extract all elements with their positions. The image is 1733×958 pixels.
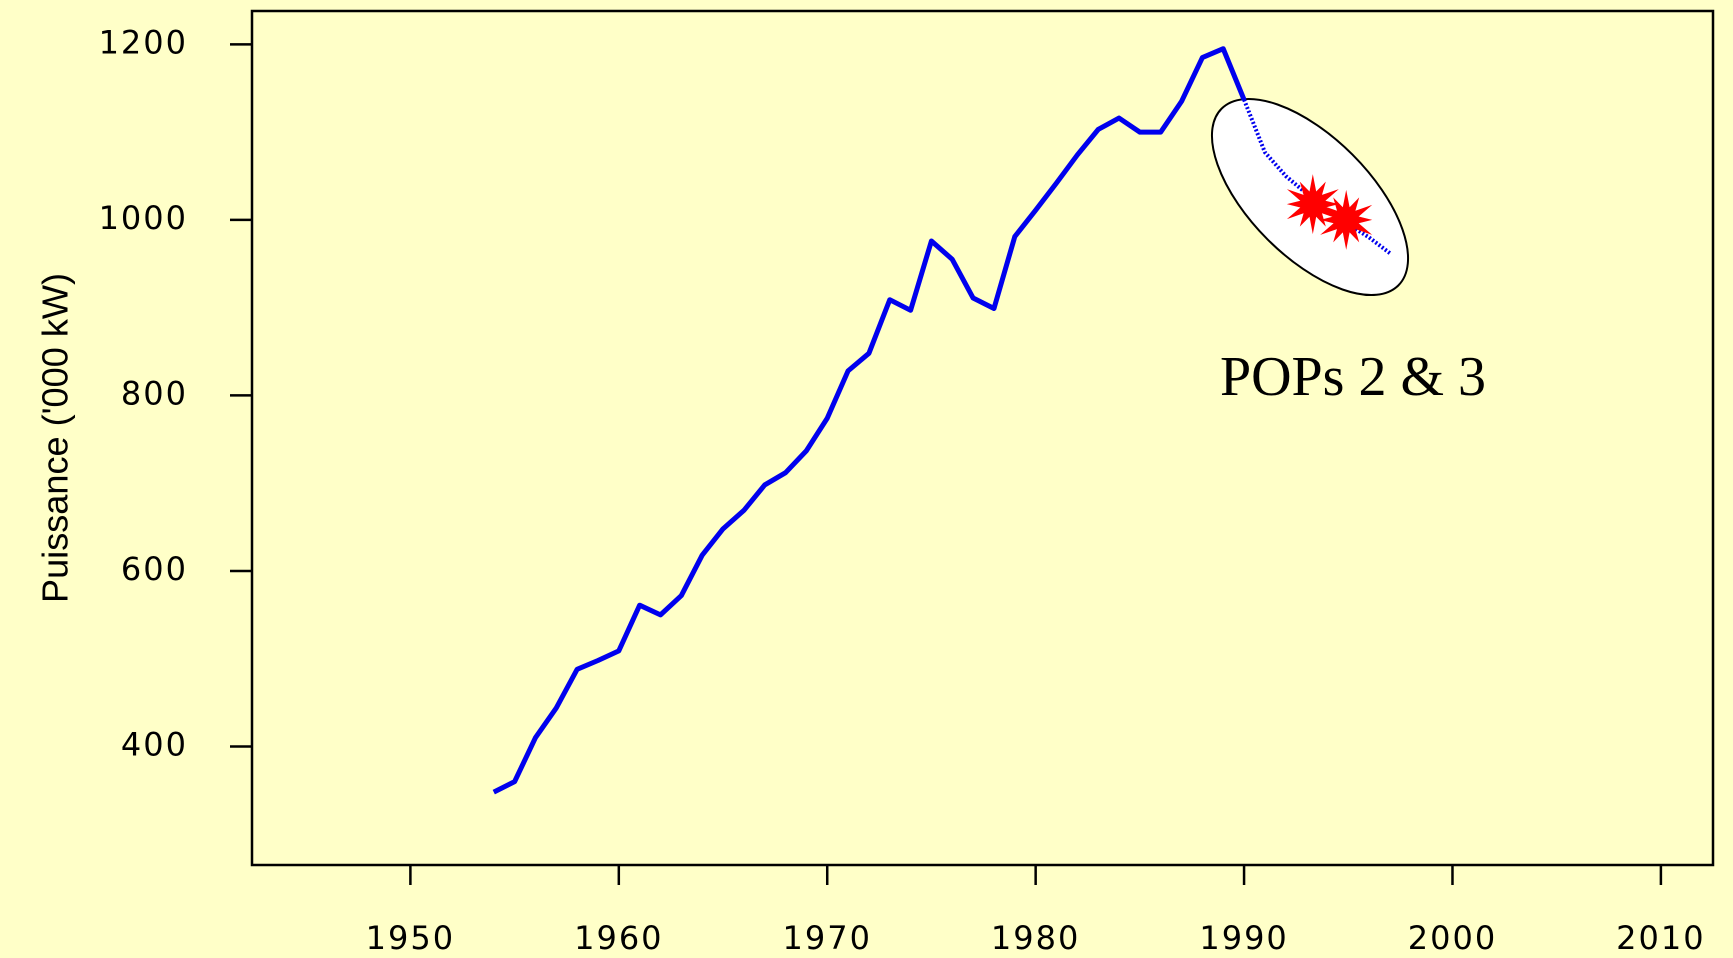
x-tick-label: 1960 [574, 919, 663, 957]
star-marker [1320, 189, 1373, 250]
y-tick-label: 600 [121, 550, 188, 588]
y-tick-label: 1000 [99, 199, 188, 237]
annotation: POPs 2 & 3 [1220, 346, 1486, 408]
x-tick-label: 2010 [1616, 919, 1705, 957]
plot-frame [250, 9, 1715, 867]
y-tick-label: 400 [121, 726, 188, 764]
x-tick-label: 1990 [1199, 919, 1288, 957]
x-tick-label: 1980 [991, 919, 1080, 957]
y-tick-label: 1200 [99, 23, 188, 61]
y-axis-label: Puissance ('000 kW) [35, 273, 76, 603]
x-tick-label: 1950 [366, 919, 455, 957]
line-series [492, 46, 1247, 795]
x-tick-label: 1970 [783, 919, 872, 957]
y-tick-label: 800 [121, 374, 188, 412]
x-tick-label: 2000 [1408, 919, 1497, 957]
star-marker [1286, 174, 1339, 235]
